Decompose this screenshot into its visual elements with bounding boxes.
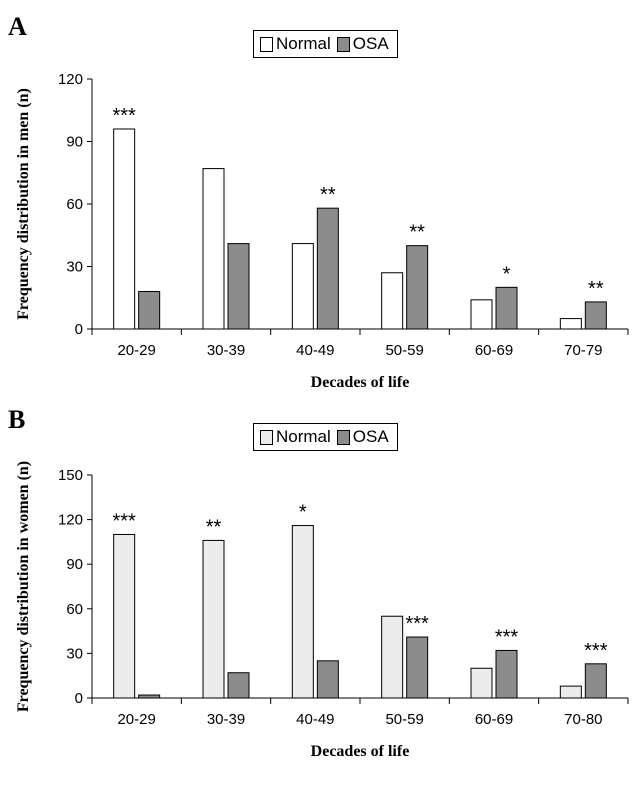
- legend-swatch-osa: [336, 36, 350, 52]
- bar-osa: [138, 291, 161, 330]
- legend-label-normal: Normal: [276, 34, 331, 53]
- x-tick-label: 30-39: [207, 711, 245, 728]
- bar-normal: [381, 272, 404, 330]
- bar-normal: [291, 525, 314, 699]
- bar-osa: [495, 286, 518, 330]
- x-axis-title: Decades of life: [311, 743, 410, 760]
- legend-label-osa: OSA: [352, 427, 389, 446]
- chart-panel-women: B Normal OSA 0 30 60 90 120 150 20-29 *** 30-39 *…: [0, 393, 633, 786]
- bar-osa: [584, 301, 607, 330]
- y-tick-label: 0: [75, 690, 83, 707]
- y-tick-label: 90: [66, 134, 83, 151]
- bar-normal: [470, 667, 493, 699]
- bar-normal: [470, 299, 493, 330]
- bar-normal: [202, 168, 225, 330]
- legend-item-normal: Normal: [260, 34, 331, 54]
- legend-label-osa: OSA: [352, 34, 389, 53]
- significance-marker: *: [503, 263, 511, 285]
- bar-osa: [584, 663, 607, 699]
- legend-item-normal: Normal: [260, 427, 331, 447]
- y-axis-title: Frequency distribution in women (n): [15, 461, 32, 712]
- significance-marker: ***: [495, 626, 519, 648]
- bar-osa: [227, 672, 250, 699]
- bar-normal: [113, 128, 136, 330]
- y-tick-label: 60: [66, 601, 83, 618]
- x-tick-label: 50-59: [385, 711, 423, 728]
- y-tick-label: 120: [58, 512, 83, 529]
- bar-normal: [113, 533, 136, 699]
- bar-normal: [381, 615, 404, 699]
- significance-marker: ***: [112, 510, 136, 532]
- y-tick-label: 0: [75, 321, 83, 338]
- bar-osa: [316, 207, 339, 330]
- significance-marker: ***: [405, 613, 429, 635]
- x-tick-label: 70-80: [564, 711, 602, 728]
- legend-label-normal: Normal: [276, 427, 331, 446]
- legend-swatch-osa: [336, 429, 350, 445]
- y-tick-label: 30: [66, 645, 83, 662]
- legend-item-osa: OSA: [336, 34, 389, 54]
- x-tick-label: 20-29: [117, 711, 155, 728]
- legend-swatch-normal: [260, 429, 273, 445]
- significance-marker: ***: [112, 105, 136, 127]
- bar-osa: [495, 649, 518, 699]
- y-tick-label: 60: [66, 196, 83, 213]
- y-tick-label: 150: [58, 467, 83, 484]
- significance-marker: ***: [584, 640, 608, 662]
- significance-marker: *: [299, 502, 307, 524]
- x-tick-label: 40-49: [296, 342, 334, 359]
- chart-panel-men: A Normal OSA 0 30 60 90 120 20-29 *** 30-39 40-4…: [8, 12, 629, 391]
- y-tick-label: 90: [66, 556, 83, 573]
- x-tick-label: 60-69: [475, 342, 513, 359]
- significance-marker: **: [320, 184, 336, 206]
- x-tick-label: 20-29: [117, 342, 155, 359]
- y-tick-label: 30: [66, 259, 83, 276]
- chart-legend: Normal OSA: [253, 30, 398, 58]
- bar-normal: [202, 539, 225, 699]
- x-tick-label: 40-49: [296, 711, 334, 728]
- bar-normal: [291, 243, 314, 330]
- chart-legend: Normal OSA: [253, 423, 398, 451]
- significance-marker: **: [206, 516, 222, 538]
- bar-osa: [406, 636, 429, 699]
- bar-normal: [559, 685, 582, 699]
- legend-item-osa: OSA: [336, 427, 389, 447]
- bar-osa: [316, 660, 339, 699]
- panel-label: B: [8, 405, 26, 434]
- x-tick-label: 70-79: [564, 342, 602, 359]
- x-axis-title: Decades of life: [311, 374, 410, 391]
- bar-chart-women: 0 30 60 90 120 150 20-29 *** 30-39 ** 40-49 * 50-59 *…: [15, 461, 629, 760]
- significance-marker: **: [588, 278, 604, 300]
- x-tick-label: 30-39: [207, 342, 245, 359]
- bar-osa: [406, 245, 429, 330]
- x-tick-label: 50-59: [385, 342, 423, 359]
- significance-marker: **: [409, 222, 425, 244]
- panel-label: A: [8, 12, 27, 41]
- bar-normal: [559, 318, 582, 330]
- y-tick-label: 120: [58, 71, 83, 88]
- x-tick-label: 60-69: [475, 711, 513, 728]
- bar-osa: [227, 243, 250, 330]
- y-axis-title: Frequency distribution in men (n): [15, 88, 32, 320]
- bar-osa: [138, 694, 161, 699]
- legend-swatch-normal: [260, 36, 273, 52]
